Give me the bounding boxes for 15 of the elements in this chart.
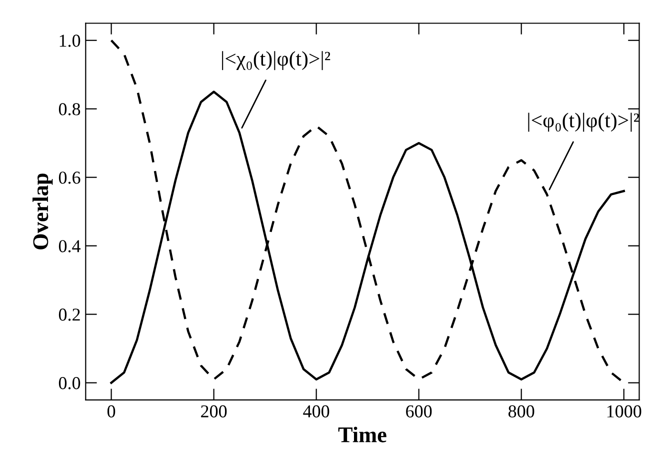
y-tick-label: 0.6: [58, 172, 80, 184]
x-tick-label: 800: [508, 405, 534, 418]
y-tick-label: 0.0: [58, 377, 80, 390]
y-axis-title: Overlap: [32, 174, 53, 250]
x-axis-title: Time: [338, 426, 386, 442]
x-tick-label: 0: [107, 405, 116, 418]
x-tick-label: 200: [201, 405, 227, 418]
y-tick-label: 0.2: [58, 308, 80, 321]
x-tick-label: 1000: [607, 405, 642, 418]
x-tick-label: 600: [406, 405, 432, 418]
annotation: |<χ₀(t)|φ(t)>|²: [222, 51, 330, 70]
x-tick-label: 400: [303, 405, 330, 418]
y-tick-label: 0.4: [58, 240, 81, 252]
y-tick-label: 1.0: [60, 34, 80, 47]
y-tick-label: 0.8: [58, 103, 80, 116]
